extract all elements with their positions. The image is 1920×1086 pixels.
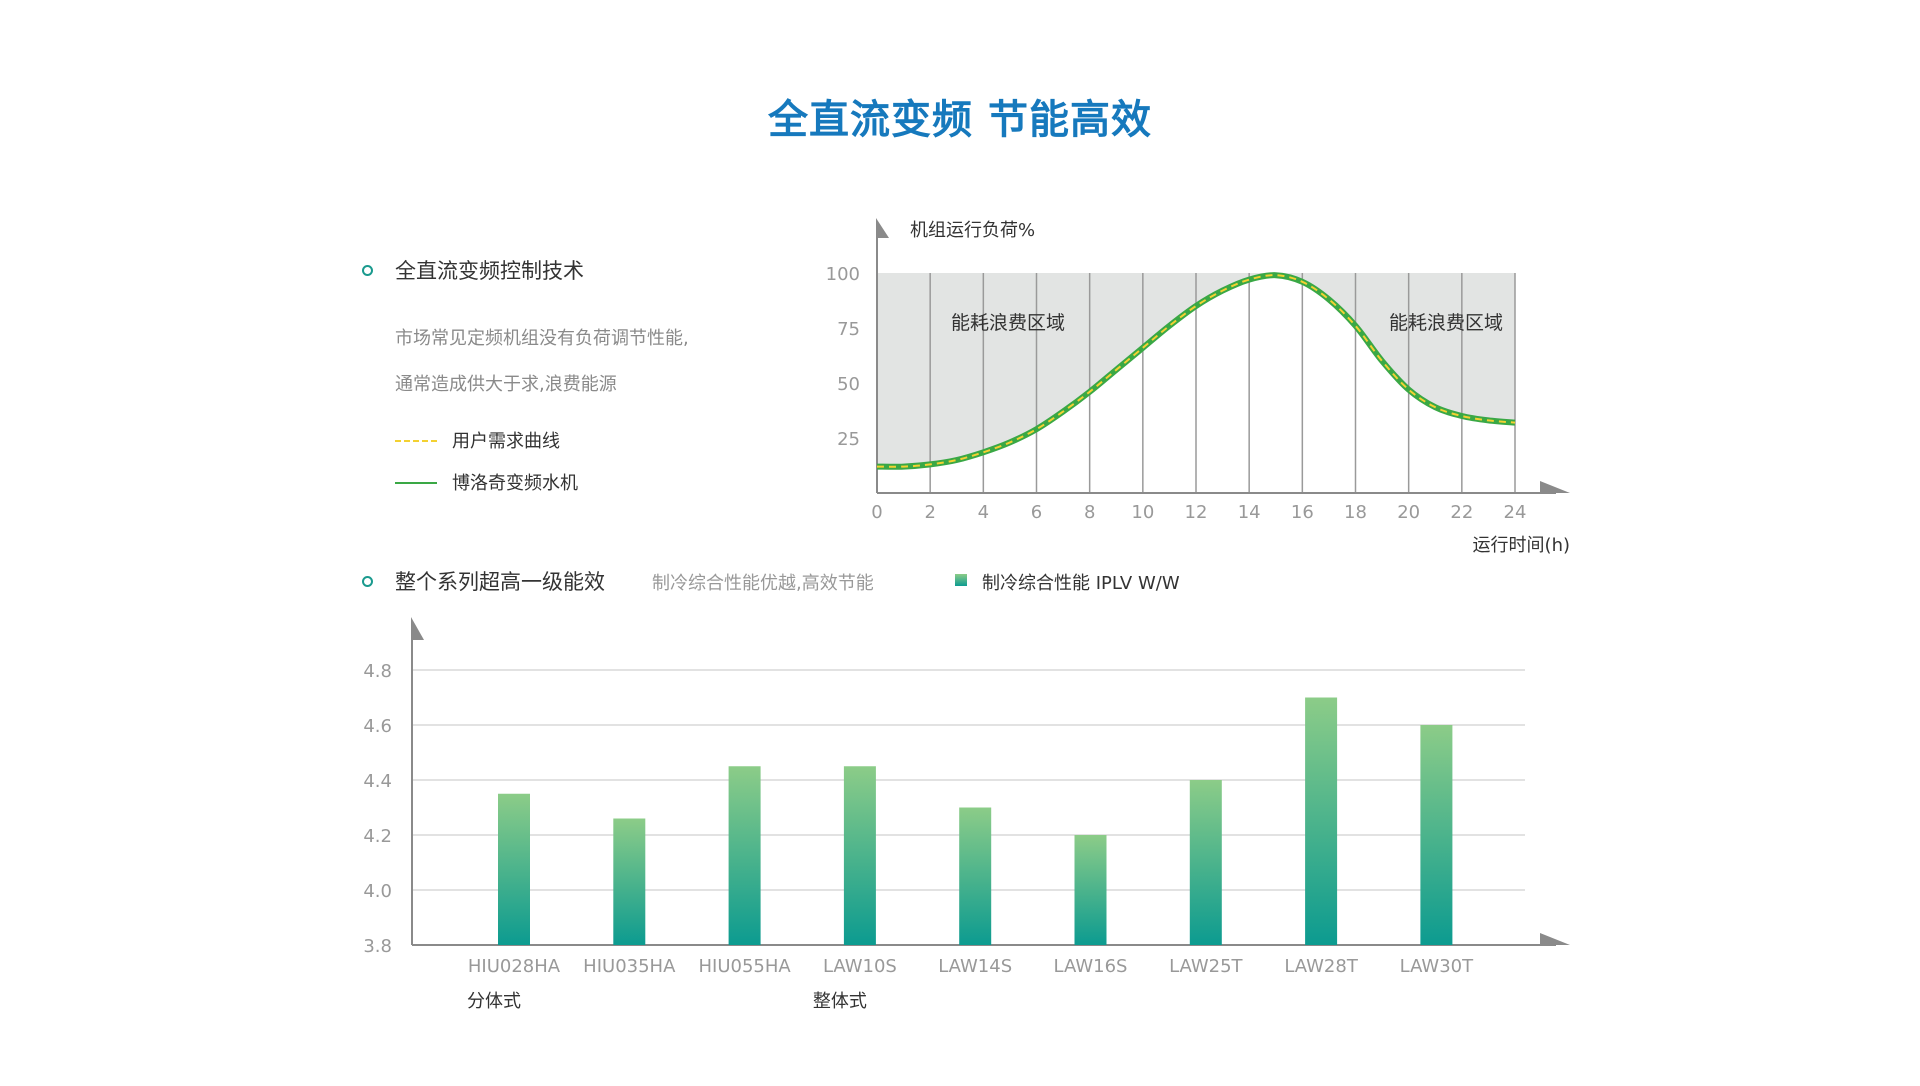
x-tick-label: 24 (1504, 502, 1527, 523)
y-axis-label: 机组运行负荷% (910, 220, 1035, 241)
bar (613, 818, 646, 945)
y-tick-label: 4.8 (363, 661, 392, 682)
x-tick-label: 20 (1397, 502, 1420, 523)
section-bullet-icon (362, 576, 373, 587)
x-tick-label: HIU035HA (583, 956, 676, 977)
section1-desc-line2: 通常造成供大于求,浪费能源 (395, 374, 617, 395)
bar (959, 807, 992, 945)
bar (1420, 725, 1453, 945)
y-tick-label: 100 (826, 264, 860, 285)
x-tick-label: 14 (1238, 502, 1261, 523)
x-tick-label: HIU055HA (698, 956, 791, 977)
y-tick-label: 4.0 (363, 881, 392, 902)
legend-dashed-line-icon (395, 440, 437, 442)
x-tick-label: LAW28T (1284, 956, 1358, 977)
waste-region-label-left: 能耗浪费区域 (951, 312, 1065, 334)
legend-unit-label: 博洛奇变频水机 (452, 473, 578, 494)
bar (1074, 835, 1107, 945)
bar (1305, 697, 1338, 945)
section-bullet-icon (362, 265, 373, 276)
x-tick-label: 6 (1031, 502, 1042, 523)
x-tick-label: 0 (871, 502, 882, 523)
bar-legend-label: 制冷综合性能 IPLV W/W (982, 573, 1180, 594)
x-tick-label: LAW14S (938, 956, 1012, 977)
section1-desc-line1: 市场常见定频机组没有负荷调节性能, (395, 328, 689, 349)
x-tick-label: 10 (1131, 502, 1154, 523)
bar (843, 766, 876, 945)
legend-demand-label: 用户需求曲线 (452, 431, 560, 452)
y-tick-label: 50 (837, 374, 860, 395)
y-tick-label: 75 (837, 319, 860, 340)
unit-curve-line (876, 272, 1516, 470)
x-axis-arrow-icon (1540, 933, 1570, 945)
category-group-label: 整体式 (813, 991, 867, 1012)
waste-region-label-right: 能耗浪费区域 (1389, 312, 1503, 334)
y-tick-label: 25 (837, 429, 860, 450)
x-tick-label: LAW10S (823, 956, 897, 977)
bar (1189, 780, 1222, 945)
section2-subtext: 制冷综合性能优越,高效节能 (652, 573, 874, 594)
x-tick-label: HIU028HA (468, 956, 561, 977)
section1-heading: 全直流变频控制技术 (395, 259, 584, 283)
x-tick-label: 8 (1084, 502, 1095, 523)
section2-heading: 整个系列超高一级能效 (395, 570, 605, 594)
x-tick-label: 18 (1344, 502, 1367, 523)
x-tick-label: LAW16S (1054, 956, 1128, 977)
y-tick-label: 4.4 (363, 771, 392, 792)
x-tick-label: 4 (978, 502, 989, 523)
legend-solid-line-icon (395, 482, 437, 484)
x-tick-label: 16 (1291, 502, 1314, 523)
page-title: 全直流变频 节能高效 (768, 97, 1152, 143)
x-axis-label: 运行时间(h) (1473, 535, 1570, 556)
x-tick-label: 2 (924, 502, 935, 523)
x-tick-label: 12 (1185, 502, 1208, 523)
y-axis-arrow-icon (411, 617, 424, 640)
x-tick-label: LAW25T (1169, 956, 1243, 977)
x-tick-label: 22 (1450, 502, 1473, 523)
y-tick-label: 4.6 (363, 716, 392, 737)
y-tick-label: 3.8 (363, 936, 392, 957)
y-tick-label: 4.2 (363, 826, 392, 847)
y-axis-arrow-icon (876, 218, 889, 238)
x-axis-arrow-icon (1540, 481, 1570, 493)
x-tick-label: LAW30T (1400, 956, 1474, 977)
category-group-label: 分体式 (467, 991, 521, 1012)
bar (728, 766, 761, 945)
legend-bar-swatch-icon (955, 574, 967, 586)
bar (498, 793, 530, 945)
